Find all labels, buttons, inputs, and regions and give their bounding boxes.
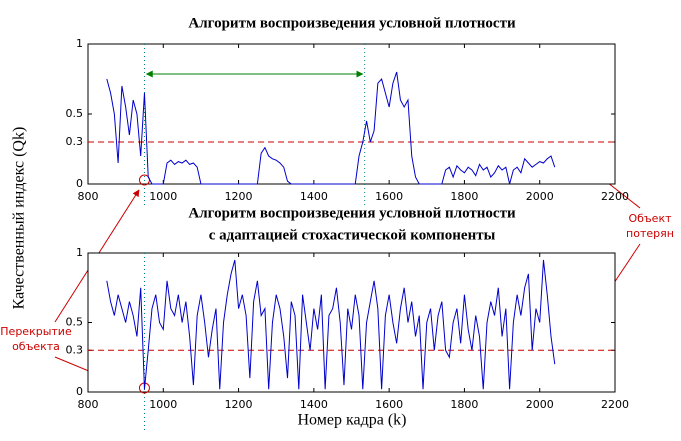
y-tick-label: 0.5 xyxy=(66,316,84,329)
x-tick-label: 1600 xyxy=(375,398,403,411)
y-tick-label: 0 xyxy=(76,385,83,398)
lost-label: Объект xyxy=(628,212,672,225)
y-tick-label: 0.3 xyxy=(66,343,84,356)
x-tick-label: 2000 xyxy=(526,190,554,203)
y-tick-label: 0 xyxy=(76,177,83,190)
y-tick-label: 0.5 xyxy=(66,107,84,120)
x-tick-label: 1800 xyxy=(450,398,478,411)
plot-area xyxy=(87,252,616,393)
x-axis-label: Номер кадра (k) xyxy=(297,412,406,429)
x-tick-label: 800 xyxy=(78,190,99,203)
chart-title: Алгоритм воспроизведения условной плотно… xyxy=(188,15,516,31)
x-tick-label: 1000 xyxy=(149,398,177,411)
x-tick-label: 2000 xyxy=(526,398,554,411)
y-tick-label: 0.3 xyxy=(66,135,84,148)
occlusion-label: объекта xyxy=(12,340,60,353)
x-tick-label: 1000 xyxy=(149,190,177,203)
chart-title: с адаптацией стохастической компоненты xyxy=(209,227,496,243)
x-tick-label: 2200 xyxy=(601,398,629,411)
x-tick-label: 800 xyxy=(78,398,99,411)
plot-area xyxy=(87,43,616,185)
chart-title: Алгоритм воспроизведения условной плотно… xyxy=(188,205,516,221)
x-tick-label: 1400 xyxy=(300,398,328,411)
data-line xyxy=(106,259,556,390)
y-axis-label: Качественный индекс (Qk) xyxy=(11,127,28,310)
x-tick-label: 1800 xyxy=(450,190,478,203)
lost-label: потерян xyxy=(626,227,674,240)
x-tick-label: 1200 xyxy=(225,190,253,203)
x-tick-label: 2200 xyxy=(601,190,629,203)
y-tick-label: 1 xyxy=(76,246,83,259)
x-tick-label: 1400 xyxy=(300,190,328,203)
x-tick-label: 1600 xyxy=(375,190,403,203)
data-line xyxy=(106,71,556,185)
y-tick-label: 1 xyxy=(76,37,83,50)
x-tick-label: 1200 xyxy=(225,398,253,411)
occlusion-label: Перекрытие xyxy=(0,325,72,338)
